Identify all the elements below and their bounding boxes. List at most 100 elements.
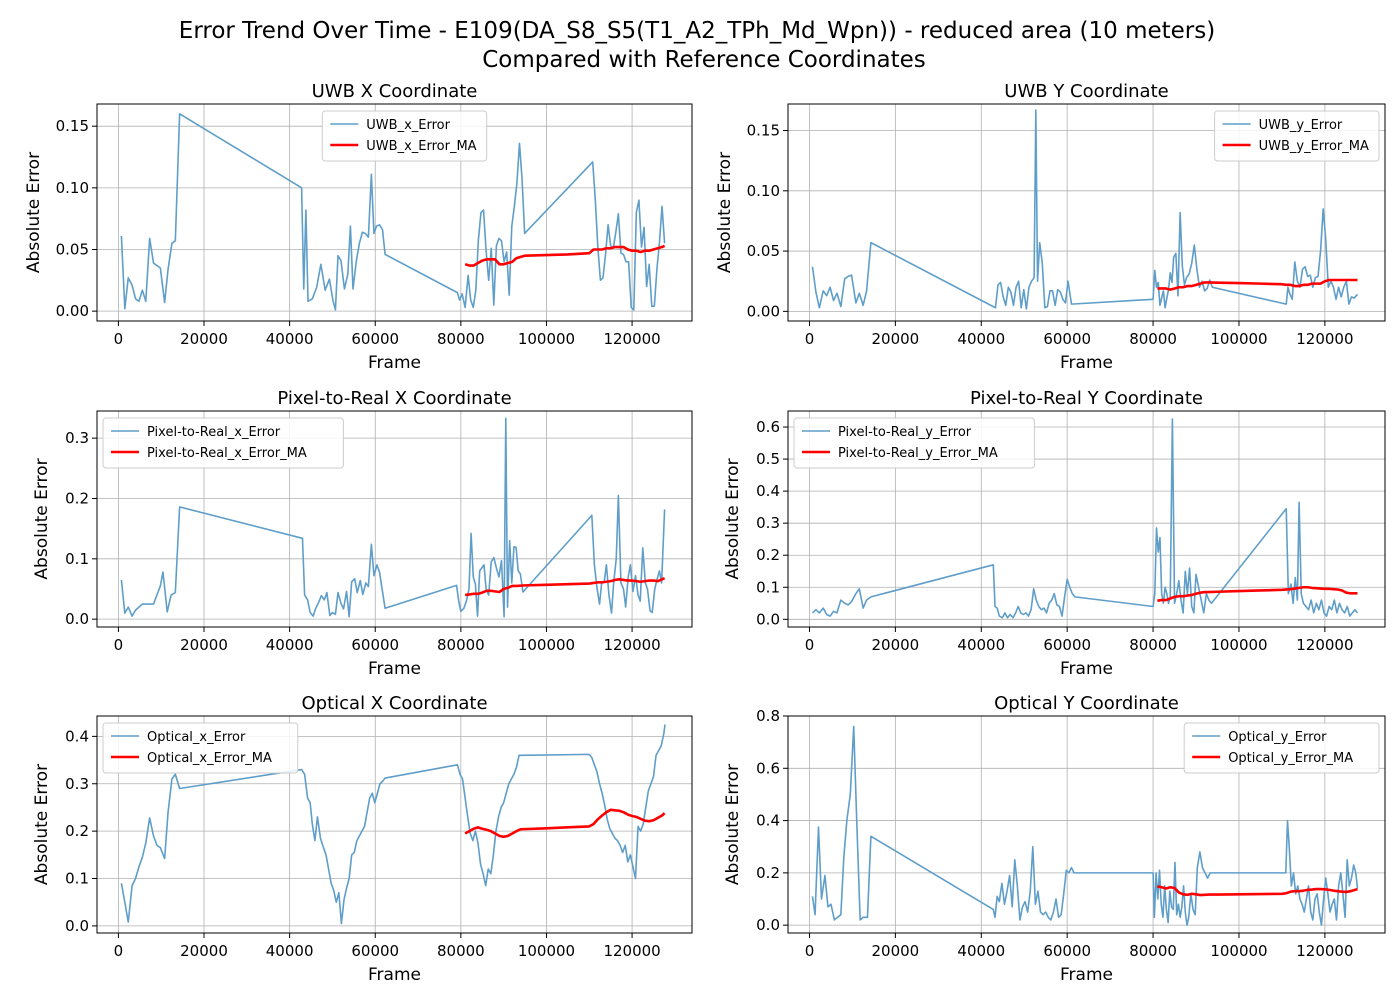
x-tick-label: 80000 (1129, 942, 1177, 960)
subplot-grid: 0 20000 40000 60000 80000 100000 1200000.000.0… (24, 81, 1386, 985)
subplot-uwb_x: 0 20000 40000 60000 80000 100000 120000 0.00 0.0… (24, 81, 693, 373)
y-tick-label: 0.8 (756, 707, 780, 725)
legend-label: Optical_x_Error (147, 730, 246, 745)
y-tick-label: 0.4 (65, 727, 89, 745)
legend: UWB_x_Error UWB_x_Error_MA (321, 110, 488, 162)
legend-label: UWB_x_Error (366, 118, 450, 133)
subplot-p2r_y: 0 20000 40000 60000 80000 100000 120000 0.0 0.1 0… (723, 388, 1386, 679)
legend-box (1214, 110, 1380, 162)
x-axis-label: Frame (1060, 965, 1113, 985)
y-tick-label: 0.5 (756, 450, 780, 468)
x-tick-label: 100000 (518, 942, 575, 960)
x-tick-label: 0 (114, 330, 124, 348)
x-axis-label: Frame (368, 965, 421, 985)
y-tick-label: 0.3 (756, 514, 780, 532)
legend: Pixel-to-Real_x_Error Pixel-to-Real_x_Err… (102, 417, 344, 469)
figure-title-line1: Error Trend Over Time - E109(DA_S8_S5(T1… (179, 18, 1215, 44)
x-tick-label: 0 (805, 942, 815, 960)
x-tick-label: 40000 (957, 330, 1005, 348)
x-tick-label: 120000 (603, 330, 660, 348)
y-tick-label: 0.2 (756, 546, 780, 564)
y-tick-label: 0.0 (65, 917, 89, 935)
y-tick-label: 0.1 (756, 578, 780, 596)
x-tick-label: 20000 (872, 942, 920, 960)
x-tick-label: 100000 (1210, 636, 1267, 654)
y-tick-label: 0.10 (747, 182, 780, 200)
x-tick-label: 40000 (266, 636, 314, 654)
x-tick-label: 120000 (603, 942, 660, 960)
x-tick-label: 120000 (1296, 636, 1353, 654)
y-tick-label: 0.1 (65, 870, 89, 888)
x-tick-label: 80000 (1129, 636, 1177, 654)
series-line-UWB_x_Error (120, 113, 666, 311)
x-tick-label: 60000 (351, 330, 399, 348)
x-tick-label: 80000 (437, 942, 485, 960)
x-tick-label: 120000 (1296, 330, 1353, 348)
x-tick-label: 80000 (1129, 330, 1177, 348)
y-tick-label: 0.4 (756, 812, 780, 830)
subplot-p2r_x: 0 20000 40000 60000 80000 100000 120000 0.0 0.1 0… (32, 388, 693, 679)
subplot-title: UWB Y Coordinate (1004, 81, 1168, 102)
x-tick-label: 0 (805, 636, 815, 654)
y-tick-label: 0.4 (756, 482, 780, 500)
x-tick-label: 60000 (1043, 636, 1091, 654)
series-line-Pixel-to-Real_y_Error (811, 418, 1359, 619)
legend-box (321, 110, 488, 162)
y-axis-label: Absolute Error (24, 152, 44, 273)
x-tick-label: 20000 (872, 636, 920, 654)
legend-label: Pixel-to-Real_y_Error_MA (838, 446, 998, 461)
y-tick-label: 0.0 (756, 916, 780, 934)
y-tick-label: 0.6 (756, 759, 780, 777)
legend-label: Pixel-to-Real_y_Error (838, 425, 972, 440)
series-line-Pixel-to-Real_x_Error (120, 417, 666, 618)
axes-frame (96, 715, 693, 934)
x-tick-label: 0 (114, 636, 124, 654)
subplot-opt_x: 0 20000 40000 60000 80000 100000 120000 0.0 0.1 0… (32, 693, 693, 985)
x-tick-label: 60000 (1043, 942, 1091, 960)
y-tick-label: 0.05 (56, 240, 89, 258)
x-tick-label: 60000 (351, 636, 399, 654)
series-line-Optical_x_Error_MA (464, 808, 666, 839)
x-tick-label: 100000 (518, 636, 575, 654)
y-tick-label: 0.2 (756, 864, 780, 882)
legend-box (1183, 722, 1380, 774)
y-axis-label: Absolute Error (715, 152, 735, 273)
x-tick-label: 20000 (180, 330, 228, 348)
legend-label: UWB_y_Error (1259, 118, 1343, 133)
y-tick-label: 0.3 (65, 775, 89, 793)
legend-box (102, 417, 344, 469)
y-tick-label: 0.2 (65, 822, 89, 840)
y-tick-label: 0.1 (65, 550, 89, 568)
y-tick-label: 0.6 (756, 418, 780, 436)
x-tick-label: 40000 (957, 636, 1005, 654)
y-axis-label: Absolute Error (32, 458, 52, 579)
y-axis-label: Absolute Error (32, 764, 52, 885)
x-axis-label: Frame (1060, 659, 1113, 679)
axes-frame (96, 103, 693, 322)
legend-label: UWB_x_Error_MA (366, 139, 476, 154)
x-tick-label: 20000 (872, 330, 920, 348)
series-line-Pixel-to-Real_y_Error_MA (1157, 585, 1358, 603)
legend-label: Pixel-to-Real_x_Error_MA (147, 446, 307, 461)
legend-label: Pixel-to-Real_x_Error (147, 425, 281, 440)
series-line-Pixel-to-Real_x_Error_MA (464, 576, 666, 597)
series-line-Optical_y_Error_MA (1157, 885, 1358, 897)
x-tick-label: 60000 (351, 942, 399, 960)
x-tick-label: 0 (805, 330, 815, 348)
y-tick-label: 0.00 (56, 302, 89, 320)
y-tick-label: 0.0 (756, 610, 780, 628)
x-tick-label: 40000 (266, 942, 314, 960)
y-tick-label: 0.2 (65, 489, 89, 507)
x-tick-label: 80000 (437, 636, 485, 654)
legend: Optical_y_Error Optical_y_Error_MA (1183, 722, 1380, 774)
subplot-title: Optical X Coordinate (301, 693, 487, 714)
subplot-opt_y: 0 20000 40000 60000 80000 100000 120000 0.0 0.2 0… (723, 693, 1386, 985)
y-axis-label: Absolute Error (723, 458, 743, 579)
subplot-title: Pixel-to-Real X Coordinate (277, 388, 511, 409)
subplot-title: Pixel-to-Real Y Coordinate (970, 388, 1203, 409)
legend-label: UWB_y_Error_MA (1259, 139, 1369, 154)
subplot-title: UWB X Coordinate (312, 81, 478, 102)
legend-label: Optical_y_Error_MA (1228, 751, 1353, 766)
series-line-UWB_y_Error_MA (1157, 278, 1358, 291)
